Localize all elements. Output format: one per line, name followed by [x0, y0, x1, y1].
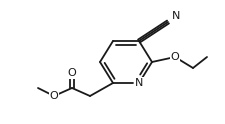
Text: N: N	[172, 11, 180, 21]
Text: N: N	[135, 78, 143, 88]
Text: O: O	[50, 91, 58, 101]
Text: O: O	[171, 52, 179, 62]
Text: O: O	[68, 68, 76, 78]
